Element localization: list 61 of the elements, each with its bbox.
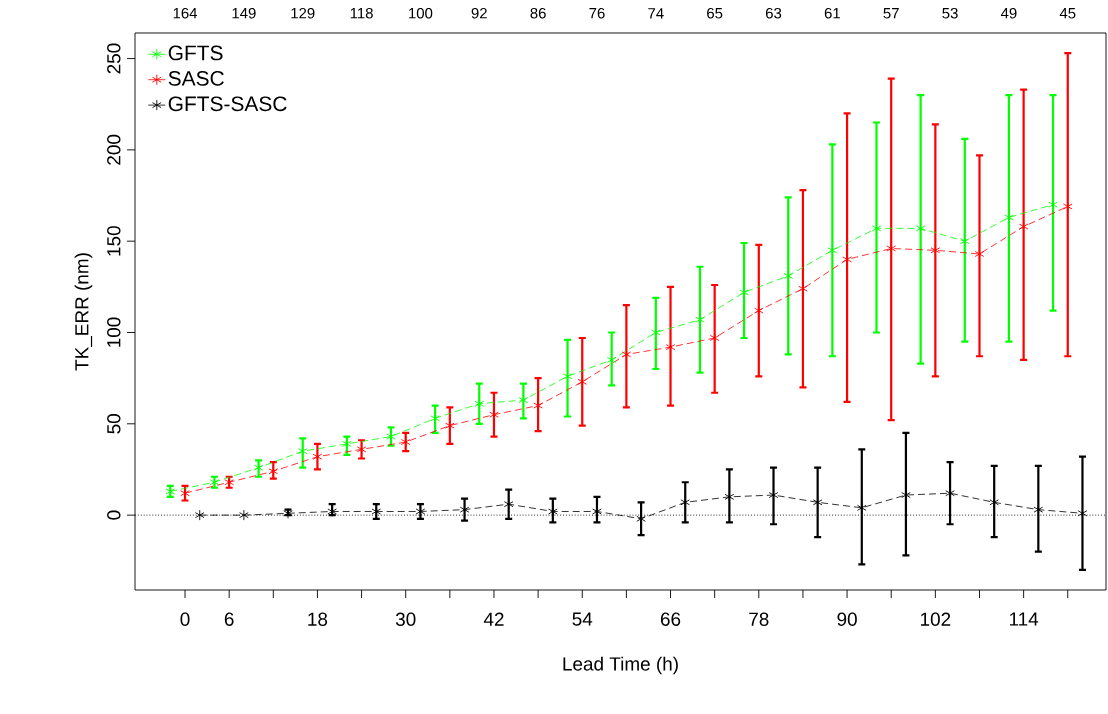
point	[930, 244, 941, 256]
legend-label: SASC	[168, 70, 224, 86]
point	[709, 332, 720, 344]
point	[960, 235, 970, 247]
point	[724, 491, 735, 503]
x-tick-label: 102	[921, 612, 951, 626]
text: 63	[765, 7, 782, 19]
point	[518, 394, 529, 406]
y-tick-label: 150	[107, 226, 121, 256]
text: 61	[824, 7, 840, 19]
y-tick-label: 50	[107, 414, 121, 434]
text: 100	[409, 7, 433, 19]
x-tick-label: 6	[224, 612, 234, 626]
text: 76	[589, 7, 605, 19]
x-axis-title: Lead Time (h)	[563, 656, 678, 675]
point	[827, 244, 838, 256]
legend-label: GFTS	[168, 45, 223, 61]
text: 164	[173, 7, 198, 19]
text: 118	[350, 7, 373, 19]
x-tick-label: 30	[395, 612, 416, 626]
point	[239, 509, 249, 521]
point	[1062, 201, 1073, 212]
y-tick-label: 100	[107, 317, 121, 347]
text: 45	[1059, 8, 1076, 19]
point	[194, 509, 205, 521]
point	[400, 436, 411, 448]
text: 65	[707, 7, 723, 19]
x-tick-label: 90	[837, 612, 857, 626]
point	[297, 445, 308, 457]
point	[577, 376, 588, 388]
point	[268, 465, 279, 477]
point	[857, 502, 867, 514]
text: 149	[232, 7, 256, 19]
point	[886, 243, 896, 254]
text: 86	[530, 7, 546, 19]
point	[812, 496, 823, 508]
text: 57	[883, 8, 899, 19]
y-tick-label: 0	[107, 510, 121, 520]
x-tick-label: 54	[572, 612, 593, 626]
x-tick-label: 0	[180, 612, 190, 626]
point	[474, 398, 485, 410]
point	[606, 354, 617, 366]
text: 49	[1000, 7, 1017, 19]
x-tick-label: 42	[483, 612, 504, 626]
text: 129	[291, 7, 315, 19]
y-tick-label: 200	[107, 134, 121, 165]
y-axis-title: TK_ERR (nm)	[74, 253, 93, 371]
x-tick-label: 66	[660, 612, 681, 626]
text: 74	[648, 8, 664, 19]
text: 92	[471, 7, 487, 19]
point	[503, 498, 514, 510]
point	[548, 506, 558, 517]
text: 53	[942, 7, 958, 19]
point	[651, 327, 661, 338]
point	[783, 270, 794, 282]
x-tick-label: 78	[749, 612, 769, 626]
legend-label: GFTS-SASC	[168, 96, 287, 112]
x-tick-label: 18	[308, 612, 328, 626]
x-tick-label: 114	[1009, 612, 1039, 626]
point	[680, 496, 691, 508]
y-tick-label: 250	[107, 43, 121, 74]
